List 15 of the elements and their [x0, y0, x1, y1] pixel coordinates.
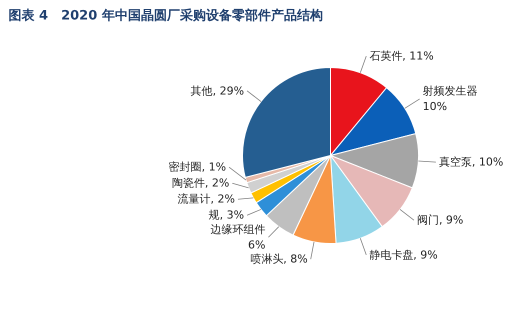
slice-label: 阀门, 9%	[416, 214, 464, 227]
slice-label: 边缘环组件	[210, 222, 266, 236]
slice-label: 喷淋头, 8%	[250, 252, 308, 266]
slice-label: 规, 3%	[208, 208, 244, 222]
slice-label: 流量计, 2%	[178, 192, 235, 206]
chart-title: 图表 4 2020 年中国晶圆厂采购设备零部件产品结构	[8, 8, 323, 24]
slice-label: 陶瓷件, 2%	[172, 176, 230, 190]
data-label: 6%	[248, 238, 266, 252]
slice-label: 石英件, 11%	[369, 50, 434, 63]
slice-label: 静电卡盘, 9%	[369, 248, 438, 262]
data-label: 10%	[422, 100, 448, 114]
slice-label: 真空泵, 10%	[438, 156, 504, 169]
slice-label: 射频发生器	[422, 84, 478, 98]
slice-label: 密封圈, 1%	[168, 160, 226, 174]
slice-label: 其他, 29%	[190, 84, 244, 98]
